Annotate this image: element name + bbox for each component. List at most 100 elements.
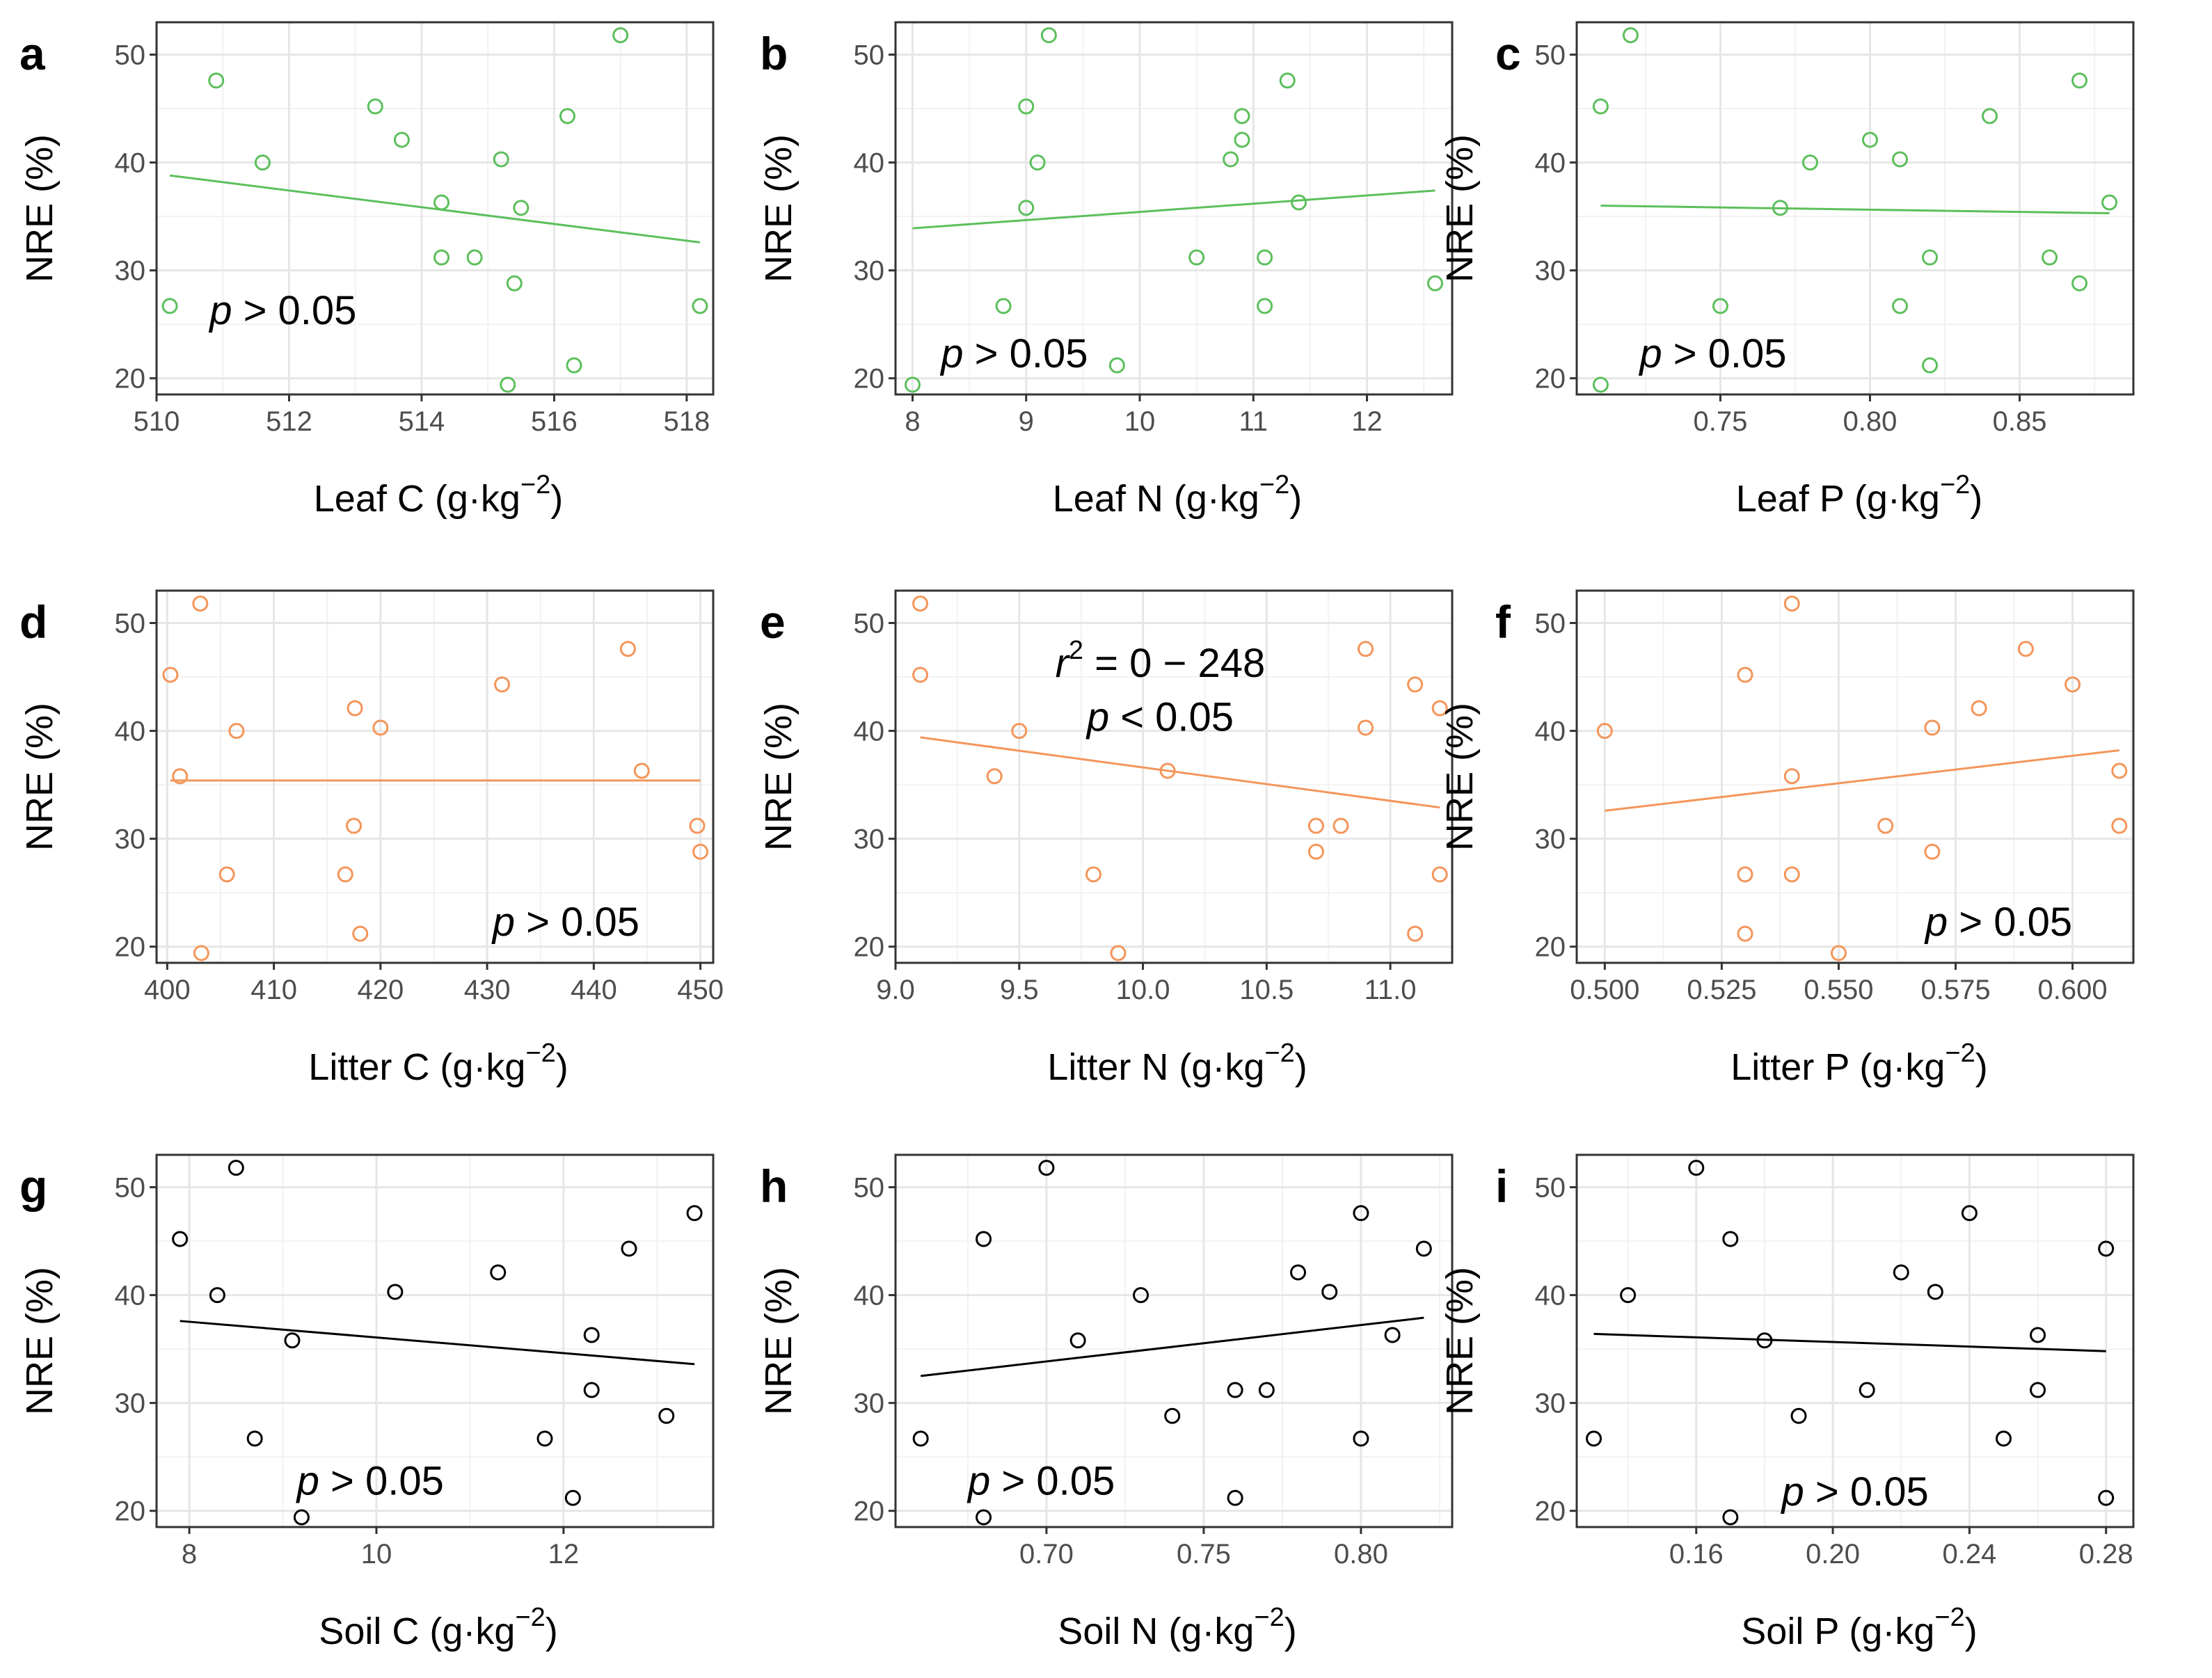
x-tick-label: 10 [1124,406,1156,437]
data-point [995,298,1012,314]
panel-border [894,1153,1454,1528]
y-tick-label: 20 [854,364,885,394]
data-point [1971,700,1987,717]
data-point [1961,1205,1978,1222]
p-value-annotation: p > 0.05 [296,1458,444,1503]
panel-border [1575,589,2135,964]
x-axis-title: Soil N (g·kg−2) [1058,1603,1296,1652]
data-point [1307,817,1324,834]
data-point [633,762,650,779]
data-point [1159,762,1176,779]
panel-border [155,589,715,964]
x-axis-quantity: Leaf C [314,478,435,520]
panel-border [1575,1153,2135,1528]
x-tick-label: 12 [548,1539,580,1569]
y-tick-label: 30 [115,1389,146,1419]
y-tick-label: 20 [854,932,885,963]
x-axis-unit: (g·kg [1179,1046,1264,1088]
y-tick-label: 30 [115,256,146,287]
data-point [2071,72,2088,89]
data-point [976,1231,992,1247]
data-point [162,666,179,683]
data-point [1257,298,1273,314]
data-point [1596,723,1613,740]
p-value: > 0.05 [319,1458,444,1503]
x-tick-label: 0.20 [1806,1539,1860,1569]
x-tick-label: 9.5 [1000,975,1039,1005]
p-value-annotation: p > 0.05 [1638,331,1786,376]
minor-grid [157,1155,713,1527]
y-axis-title: NRE (%) [19,1267,61,1415]
major-grid [157,591,713,963]
x-axis-quantity: Leaf N [1053,478,1174,520]
data-point [986,768,1003,785]
data-point [2042,249,2058,266]
data-point [1877,817,1894,834]
r-value: = 0 − 248 [1083,641,1265,686]
data-point [564,1489,581,1506]
x-tick-label: 440 [571,975,617,1005]
x-tick-label: 410 [250,975,297,1005]
x-tick-label: 450 [677,975,724,1005]
data-point [1622,27,1639,44]
panel-letter: h [760,1160,788,1212]
x-axis-title: Soil P (g·kg−2) [1741,1603,1977,1652]
data-point [1431,700,1448,717]
x-axis-title: Litter C (g·kg−2) [308,1039,568,1088]
p-symbol: p [1780,1469,1804,1515]
data-point [494,676,511,693]
plot-area [157,1155,713,1527]
y-tick-label: 50 [115,1173,146,1204]
data-point [2111,762,2128,779]
major-grid [157,1155,713,1527]
data-point [1592,376,1609,393]
y-tick-label: 50 [1535,1173,1566,1204]
data-point [1038,1160,1055,1176]
data-point [2098,1240,2115,1257]
data-point [1927,1284,1943,1300]
y-tick-label: 50 [854,1173,885,1204]
x-axis-unit-close: ) [1975,1046,1988,1088]
p-symbol: p [208,288,232,333]
data-point [1085,866,1101,883]
data-point [1922,249,1939,266]
data-point [1620,1287,1637,1304]
plot-area [896,1155,1452,1527]
data-point [621,1240,637,1257]
panel-c: 0.75 0.80 0.85 20 30 40 50 c NRE (%) Leaf P (g·kg… [1439,21,2135,520]
data-point [387,1284,404,1300]
data-point [352,925,369,942]
plot-area [1577,591,2133,963]
data-point [1164,1407,1181,1424]
x-tick-label: 8 [905,406,920,437]
r-symbol: r [1056,641,1071,686]
data-point [1290,1264,1307,1281]
p-value-annotation: p > 0.05 [1780,1469,1928,1515]
y-tick-label: 40 [1535,148,1566,179]
panel-border [894,589,1454,964]
x-tick-label: 518 [664,406,710,437]
data-point [466,249,483,266]
y-tick-label: 50 [115,609,146,639]
data-point [658,1407,675,1424]
data-point [246,1430,263,1447]
r-squared-annotation: r2 = 0 − 248 [1056,636,1266,686]
x-tick-label: 10 [361,1539,392,1569]
x-axis-unit: (g·kg [1174,478,1259,520]
data-point [612,27,629,44]
p-symbol: p [1924,900,1948,945]
y-tick-label: 30 [115,824,146,855]
trend-line [912,189,1435,230]
y-tick-label: 20 [1535,1496,1566,1527]
data-point [490,1264,507,1281]
data-point [1592,98,1609,115]
data-point [1279,72,1296,89]
data-point [559,108,575,125]
data-point [2098,1489,2115,1506]
data-point [208,72,225,89]
p-value: > 0.05 [232,288,356,333]
data-point [1358,719,1374,736]
y-tick-label: 40 [854,1281,885,1311]
data-point [1737,866,1753,883]
data-point [1712,298,1728,314]
